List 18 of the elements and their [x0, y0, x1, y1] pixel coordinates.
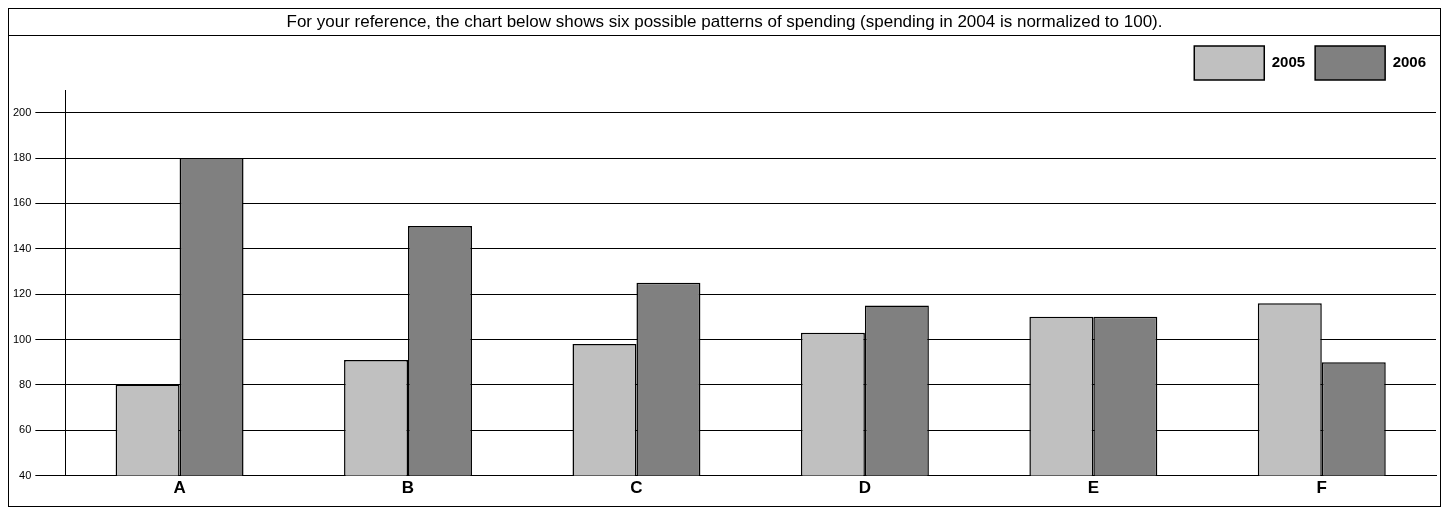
x-tick-label: B	[401, 478, 415, 498]
y-tick-label: 160	[12, 196, 32, 209]
y-tick-label: 200	[12, 105, 32, 118]
x-tick-label: C	[630, 478, 643, 498]
y-tick-label: 100	[12, 332, 32, 345]
y-tick-label: 120	[12, 287, 32, 300]
y-tick-label: 180	[12, 151, 32, 164]
legend-label: 2005	[1271, 53, 1306, 71]
y-tick-label: 80	[19, 377, 32, 390]
x-tick-label: F	[1316, 478, 1327, 498]
x-tick-label: A	[173, 478, 186, 498]
x-tick-label: D	[858, 478, 872, 498]
x-tick-label: E	[1087, 478, 1100, 498]
y-tick-label: 60	[19, 423, 32, 436]
y-tick-label: 140	[12, 241, 32, 254]
chart-title: For your reference, the chart below shows six possible patterns of spending (spending in 2004 is normalized to 100).	[9, 9, 1440, 36]
legend-label: 2006	[1392, 53, 1427, 71]
y-tick-label: 40	[19, 468, 32, 481]
